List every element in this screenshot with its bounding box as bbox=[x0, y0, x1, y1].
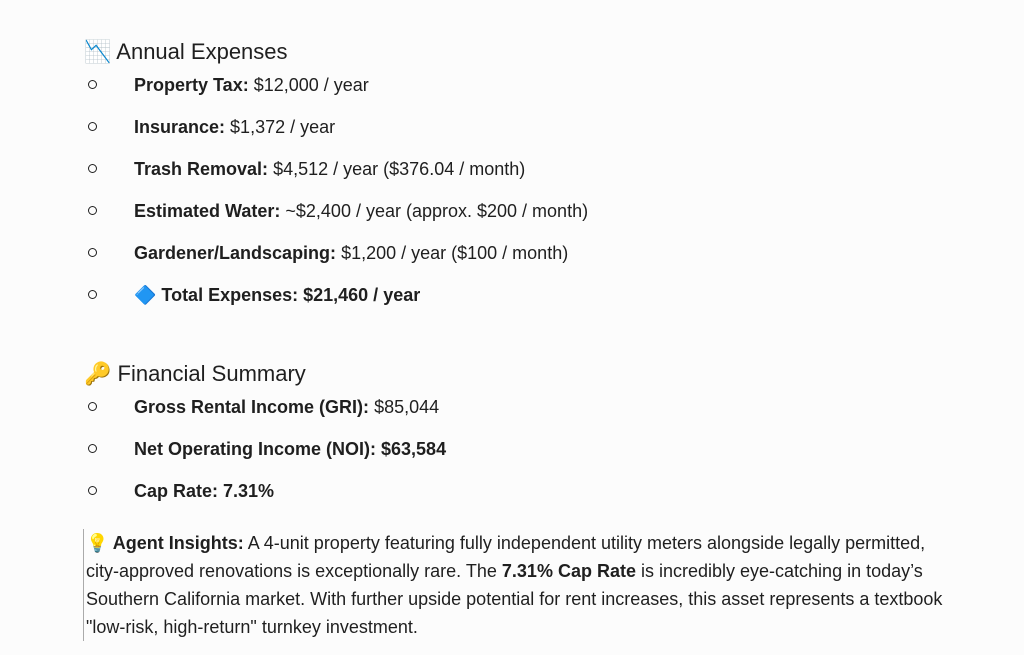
list-item: Gardener/Landscaping: $1,200 / year ($10… bbox=[84, 241, 588, 283]
item-value: $1,200 / year ($100 / month) bbox=[341, 243, 569, 263]
item-label: Gardener/Landscaping: bbox=[134, 243, 337, 263]
section-title: 📉 Annual Expenses bbox=[84, 39, 288, 64]
list-item: Insurance: $1,372 / year bbox=[84, 115, 588, 157]
list-item: Trash Removal: $4,512 / year ($376.04 / … bbox=[84, 157, 588, 199]
item-label: 🔷 Total Expenses: $21,460 / year bbox=[134, 285, 421, 305]
insight-highlight: 7.31% Cap Rate bbox=[501, 561, 636, 581]
item-value: $1,372 / year bbox=[230, 117, 336, 137]
item-label: Gross Rental Income (GRI): bbox=[134, 397, 370, 417]
item-label: Property Tax: bbox=[134, 75, 249, 95]
expenses-section: 📉 Annual Expenses Property Tax: $12,000 … bbox=[84, 37, 588, 325]
item-value: $85,044 bbox=[374, 397, 440, 417]
expense-list: Property Tax: $12,000 / year Insurance: $… bbox=[84, 73, 588, 325]
item-label: Cap Rate: 7.31% bbox=[134, 481, 275, 501]
item-label: Net Operating Income (NOI): $63,584 bbox=[134, 439, 447, 459]
insight-text: is incredibly eye-catching in today’s So… bbox=[86, 561, 943, 637]
insight-block: 💡 Agent Insights: A 4-unit property feat… bbox=[83, 529, 956, 641]
insight-heading: 💡 Agent Insights: bbox=[86, 533, 244, 553]
item-value: $4,512 / year ($376.04 / month) bbox=[273, 159, 526, 179]
list-item: Estimated Water: ~$2,400 / year (approx.… bbox=[84, 199, 588, 241]
list-item: Property Tax: $12,000 / year bbox=[84, 73, 588, 115]
item-label: Insurance: bbox=[134, 117, 226, 137]
insight-text: A 4-unit property featuring fully indepe… bbox=[86, 533, 926, 581]
item-label: Estimated Water: bbox=[134, 201, 281, 221]
item-value: $12,000 / year bbox=[253, 75, 369, 95]
summary-list: Gross Rental Income (GRI): $85,044 Net Op… bbox=[84, 395, 446, 521]
summary-section: 🔑 Financial Summary Gross Rental Income … bbox=[84, 359, 446, 521]
list-item: Gross Rental Income (GRI): $85,044 bbox=[84, 395, 446, 437]
list-item: Net Operating Income (NOI): $63,584 bbox=[84, 437, 446, 479]
item-label: Trash Removal: bbox=[134, 159, 269, 179]
item-value: ~$2,400 / year (approx. $200 / month) bbox=[285, 201, 589, 221]
list-item: Cap Rate: 7.31% bbox=[84, 479, 446, 521]
list-item: 🔷 Total Expenses: $21,460 / year bbox=[84, 283, 588, 325]
section-title: 🔑 Financial Summary bbox=[84, 361, 306, 386]
